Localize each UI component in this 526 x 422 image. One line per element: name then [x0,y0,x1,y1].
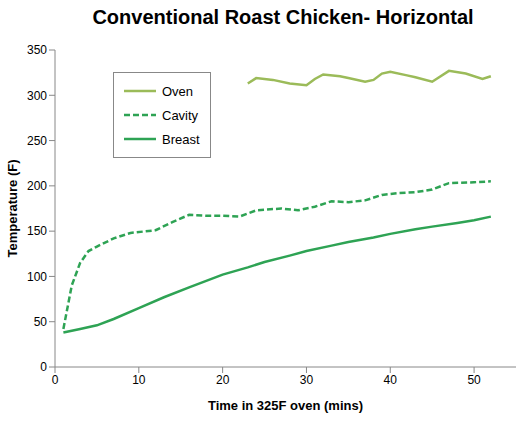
svg-text:50: 50 [34,315,48,329]
html-text:Cavity: Cavity [162,107,199,123]
svg-text:Temperature (F): Temperature (F) [8,160,20,258]
svg-text:50: 50 [467,373,481,387]
html-text:Breast: Breast [162,131,200,147]
svg-text:200: 200 [27,179,47,193]
svg-text:Time in 325F oven (mins): Time in 325F oven (mins) [208,398,363,413]
html-text:Oven: Oven [162,83,194,99]
svg-text:350: 350 [27,43,47,57]
svg-text:10: 10 [132,373,146,387]
svg-text:40: 40 [384,373,398,387]
svg-text:0: 0 [40,360,47,374]
svg-text:300: 300 [27,89,47,103]
svg-text:250: 250 [27,134,47,148]
svg-text:0: 0 [52,373,59,387]
svg-text:150: 150 [27,224,47,238]
svg-text:30: 30 [300,373,314,387]
svg-text:20: 20 [216,373,230,387]
svg-text:100: 100 [27,270,47,284]
html-text:Conventional Roast Chicken- Ho: Conventional Roast Chicken- Horizontal [92,6,474,28]
